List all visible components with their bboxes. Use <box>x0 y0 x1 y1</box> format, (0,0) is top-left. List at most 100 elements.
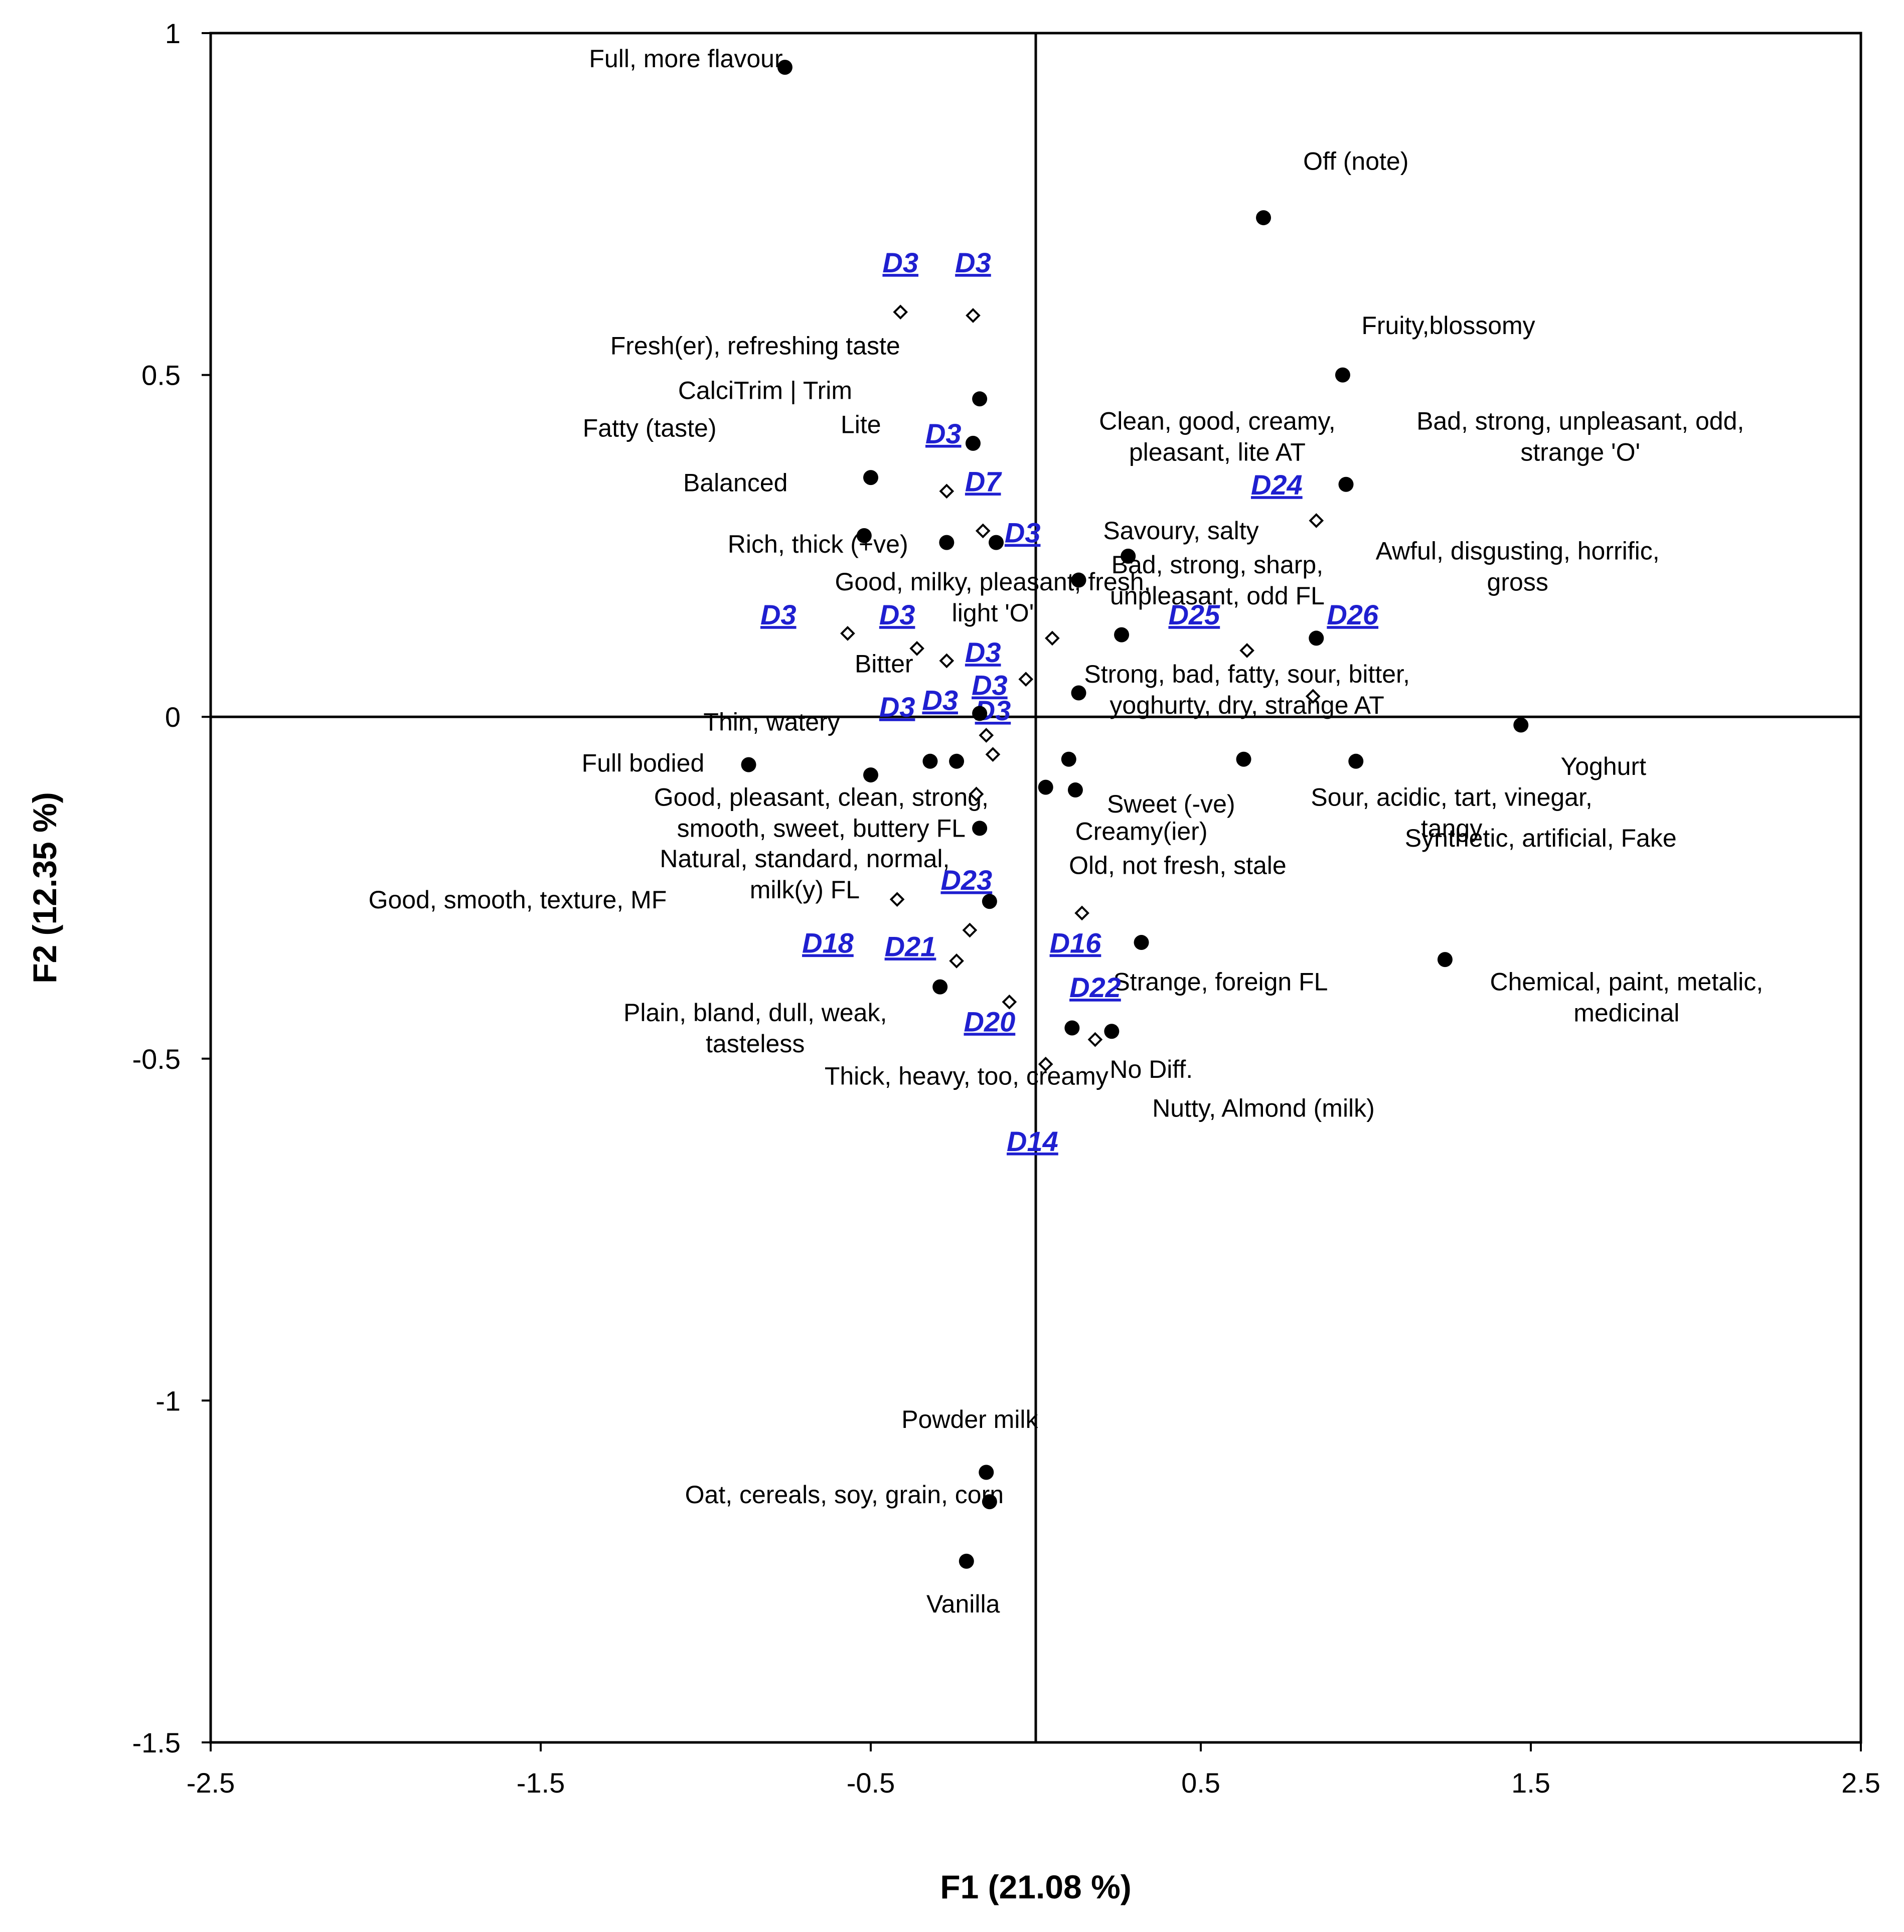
product-points <box>840 304 1324 1072</box>
attribute-label-line: Good, smooth, texture, MF <box>369 886 667 914</box>
product-point <box>1002 994 1017 1010</box>
attribute-point <box>972 706 988 721</box>
attribute-label: Nutty, Almond (milk) <box>1152 1094 1375 1122</box>
attribute-point <box>863 470 878 486</box>
attribute-label: Strong, bad, fatty, sour, bitter, yoghurt… <box>1084 660 1409 719</box>
product-label: D3 <box>879 599 915 630</box>
attribute-label: Good, milky, pleasant, fresh, light 'O' <box>835 568 1151 627</box>
x-tick-label: 2.5 <box>1841 1767 1880 1799</box>
attribute-point <box>972 391 988 407</box>
attribute-label-line: Fatty (taste) <box>583 414 717 442</box>
attribute-label-line: tasteless <box>706 1030 805 1058</box>
attribute-label-line: smooth, sweet, buttery FL <box>677 814 966 842</box>
product-point <box>949 953 964 969</box>
product-point <box>962 922 978 938</box>
attribute-label-line: Bad, strong, unpleasant, odd, <box>1416 407 1744 435</box>
attribute-point <box>1067 782 1083 798</box>
attribute-label-line: No Diff. <box>1109 1055 1193 1083</box>
product-label: D21 <box>885 930 936 962</box>
product-label: D23 <box>940 864 992 896</box>
attribute-point <box>1513 717 1529 733</box>
attribute-label: Chemical, paint, metalic, medicinal <box>1490 968 1763 1027</box>
attribute-label: Bad, strong, unpleasant, odd, strange 'O' <box>1416 407 1744 466</box>
product-point <box>1074 905 1089 921</box>
attribute-point <box>939 535 955 550</box>
attribute-point <box>1338 476 1354 492</box>
attribute-label-line: Chemical, paint, metalic, <box>1490 968 1763 996</box>
attribute-label-line: Bitter <box>855 650 913 678</box>
attribute-point <box>1309 630 1324 646</box>
product-label: D3 <box>925 418 962 449</box>
product-point <box>939 484 955 499</box>
attribute-label: Fruity,blossomy <box>1361 311 1535 340</box>
axis-ticks: -2.5 -1.5 -0.5 0.5 1.5 2.510.50-0.5-1-1.5 <box>132 18 1880 1799</box>
attribute-label-line: Oat, cereals, soy, grain, corn <box>685 1481 1004 1509</box>
product-point <box>1087 1032 1103 1047</box>
x-tick-label: 0.5 <box>1181 1767 1220 1799</box>
attribute-label-line: Full, more flavour <box>589 45 782 73</box>
product-label: D26 <box>1327 599 1379 630</box>
attribute-point <box>932 979 948 995</box>
plot-area-frame <box>209 32 1862 1744</box>
x-axis-title: F1 (21.08 %) <box>940 1868 1132 1905</box>
attribute-label: Bitter <box>855 650 913 678</box>
attribute-point <box>1064 1020 1080 1036</box>
attribute-point <box>1134 935 1149 950</box>
product-label: D3 <box>965 636 1001 668</box>
attribute-label-line: Fresh(er), refreshing taste <box>610 332 900 360</box>
attribute-label: Old, not fresh, stale <box>1069 852 1287 880</box>
attribute-label: Natural, standard, normal, milk(y) FL <box>660 845 949 904</box>
attribute-label-line: Creamy(ier) <box>1075 818 1208 846</box>
attribute-label-line: Off (note) <box>1303 147 1408 176</box>
attribute-label-line: Thin, watery <box>703 708 840 736</box>
attribute-point <box>777 60 792 75</box>
attribute-label-line: tangy <box>1421 814 1482 842</box>
product-point <box>840 626 855 641</box>
product-label: D3 <box>879 691 915 723</box>
attribute-label-line: medicinal <box>1573 999 1679 1027</box>
attribute-label: No Diff. <box>1109 1055 1193 1083</box>
attribute-label: Yoghurt <box>1560 752 1646 780</box>
attribute-point <box>989 535 1004 550</box>
product-label: D3 <box>1005 517 1041 549</box>
attribute-point <box>1236 751 1251 767</box>
attribute-label: Vanilla <box>926 1590 1000 1618</box>
attribute-label-line: Powder milk <box>901 1405 1038 1433</box>
attribute-point <box>1061 751 1076 767</box>
product-point <box>1018 672 1034 687</box>
attribute-point <box>741 757 756 772</box>
product-point <box>1239 643 1254 658</box>
attribute-label: Lite <box>841 410 881 438</box>
attribute-label-line: Natural, standard, normal, <box>660 845 949 873</box>
attribute-label: Awful, disgusting, horrific, gross <box>1376 537 1660 596</box>
attribute-point <box>1114 627 1130 642</box>
attribute-label-line: Thick, heavy, too, creamy <box>825 1062 1108 1090</box>
attribute-point <box>863 767 878 783</box>
attribute-label: Good, smooth, texture, MF <box>369 886 667 914</box>
attribute-point <box>1121 548 1136 564</box>
attribute-label: Sweet (-ve) <box>1107 790 1235 818</box>
product-point <box>979 728 994 743</box>
attribute-point <box>1256 210 1272 226</box>
product-label: D24 <box>1251 469 1303 501</box>
attribute-point <box>1071 572 1086 588</box>
attribute-label: Plain, bland, dull, weak, tasteless <box>623 999 887 1058</box>
y-tick-label: -1.5 <box>132 1727 181 1758</box>
attribute-label-line: yoghurty, dry, strange AT <box>1109 691 1384 719</box>
attribute-label-line: Old, not fresh, stale <box>1069 852 1287 880</box>
product-point <box>969 786 984 802</box>
attribute-point <box>982 1494 997 1510</box>
product-label: D20 <box>964 1006 1016 1037</box>
attribute-label: Creamy(ier) <box>1075 818 1208 846</box>
attribute-label: Off (note) <box>1303 147 1408 176</box>
attribute-label-line: strange 'O' <box>1520 438 1640 466</box>
product-point <box>889 892 905 907</box>
product-label: D22 <box>1069 972 1121 1003</box>
x-tick-label: -0.5 <box>847 1767 895 1799</box>
attribute-label-line: Strong, bad, fatty, sour, bitter, <box>1084 660 1409 688</box>
attribute-label-line: Fruity,blossomy <box>1361 311 1535 340</box>
attribute-label: Fresh(er), refreshing taste <box>610 332 900 360</box>
product-label: D16 <box>1050 927 1102 959</box>
attribute-label-line: Good, milky, pleasant, fresh, <box>835 568 1151 596</box>
